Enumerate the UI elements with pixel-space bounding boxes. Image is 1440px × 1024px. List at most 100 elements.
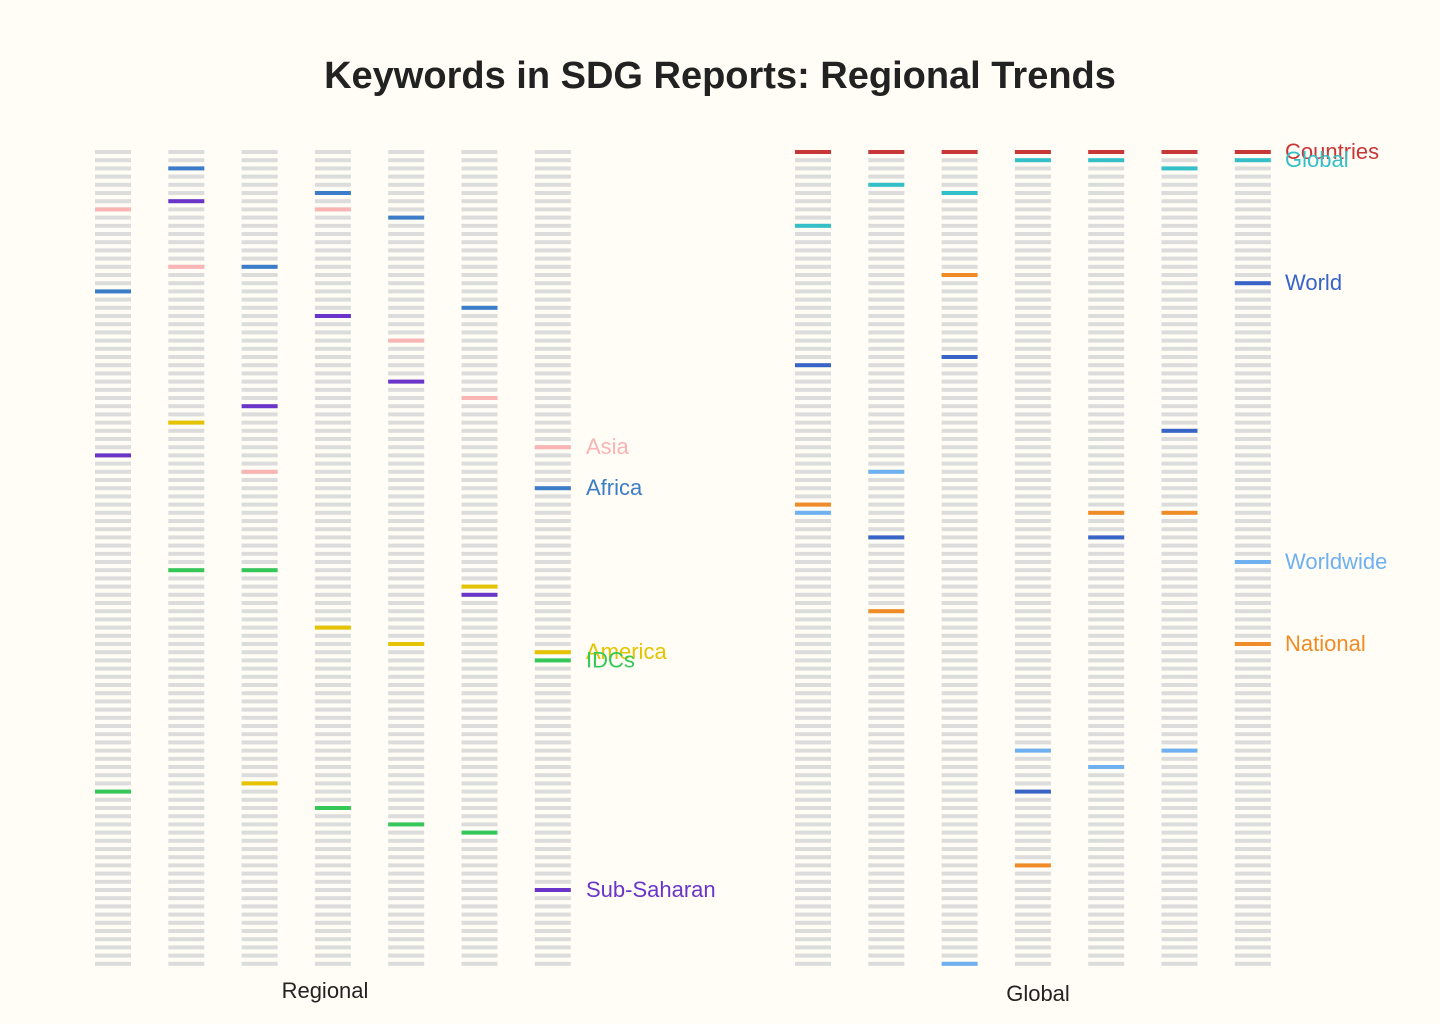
row-stripe bbox=[868, 781, 905, 786]
row-stripe bbox=[941, 428, 978, 433]
row-stripe bbox=[795, 904, 831, 909]
row-stripe bbox=[461, 191, 498, 195]
row-stripe bbox=[388, 806, 425, 810]
row-stripe bbox=[95, 330, 131, 335]
row-stripe bbox=[1161, 494, 1198, 499]
row-stripe bbox=[168, 830, 205, 835]
row-stripe bbox=[1014, 486, 1051, 491]
row-stripe bbox=[1234, 199, 1271, 204]
row-stripe bbox=[314, 748, 351, 753]
row-stripe bbox=[868, 945, 905, 950]
row-stripe bbox=[388, 888, 425, 892]
row-stripe bbox=[1161, 445, 1198, 450]
row-stripe bbox=[868, 674, 905, 679]
row-stripe bbox=[1234, 896, 1271, 901]
row-stripe bbox=[1088, 281, 1125, 286]
row-stripe bbox=[941, 904, 978, 909]
row-stripe bbox=[941, 182, 978, 187]
row-stripe bbox=[461, 674, 498, 679]
row-stripe bbox=[795, 305, 831, 310]
row-stripe bbox=[1161, 601, 1198, 605]
row-stripe bbox=[1161, 773, 1198, 778]
row-stripe bbox=[868, 396, 905, 400]
row-stripe bbox=[168, 953, 205, 958]
row-stripe bbox=[868, 199, 905, 204]
row-stripe bbox=[314, 855, 351, 860]
row-stripe bbox=[95, 642, 131, 646]
row-stripe bbox=[95, 568, 131, 573]
row-stripe bbox=[95, 232, 131, 236]
row-stripe bbox=[314, 166, 351, 171]
row-stripe bbox=[1234, 223, 1271, 228]
row-stripe bbox=[534, 633, 571, 638]
row-stripe bbox=[1014, 469, 1051, 474]
row-stripe bbox=[314, 953, 351, 958]
row-stripe bbox=[388, 281, 425, 286]
row-stripe bbox=[795, 437, 831, 441]
row-stripe bbox=[388, 871, 425, 876]
row-stripe bbox=[95, 822, 131, 827]
row-stripe bbox=[241, 814, 278, 819]
row-stripe bbox=[868, 551, 905, 556]
row-stripe bbox=[241, 248, 278, 253]
row-stripe bbox=[461, 363, 498, 368]
africa-mark bbox=[241, 264, 278, 269]
row-stripe bbox=[168, 920, 205, 925]
row-stripe bbox=[1234, 568, 1271, 573]
row-stripe bbox=[314, 699, 351, 704]
row-stripe bbox=[1234, 601, 1271, 605]
row-stripe bbox=[388, 830, 425, 835]
row-stripe bbox=[1234, 961, 1271, 966]
row-stripe bbox=[868, 650, 905, 655]
row-stripe bbox=[388, 568, 425, 573]
row-stripe bbox=[314, 847, 351, 851]
row-stripe bbox=[461, 879, 498, 884]
row-stripe bbox=[388, 437, 425, 441]
row-stripe bbox=[534, 560, 571, 564]
row-stripe bbox=[868, 494, 905, 499]
row-stripe bbox=[795, 888, 831, 892]
row-stripe bbox=[168, 314, 205, 318]
global-mark bbox=[1234, 158, 1271, 163]
row-stripe bbox=[388, 683, 425, 687]
row-stripe bbox=[795, 765, 831, 769]
idcs-mark bbox=[241, 568, 278, 573]
row-stripe bbox=[1014, 707, 1051, 712]
row-stripe bbox=[795, 740, 831, 745]
row-stripe bbox=[388, 314, 425, 318]
row-stripe bbox=[1088, 658, 1125, 663]
row-stripe bbox=[534, 215, 571, 220]
row-stripe bbox=[795, 691, 831, 696]
row-stripe bbox=[1234, 256, 1271, 261]
countries-label: Countries bbox=[1285, 139, 1379, 164]
row-stripe bbox=[1088, 789, 1125, 794]
row-stripe bbox=[1234, 838, 1271, 843]
row-stripe bbox=[795, 551, 831, 556]
row-stripe bbox=[95, 535, 131, 540]
row-stripe bbox=[1088, 904, 1125, 909]
row-stripe bbox=[241, 945, 278, 950]
row-stripe bbox=[241, 576, 278, 581]
row-stripe bbox=[388, 789, 425, 794]
row-stripe bbox=[795, 814, 831, 819]
row-stripe bbox=[1088, 469, 1125, 474]
row-stripe bbox=[461, 355, 498, 359]
row-stripe bbox=[941, 232, 978, 236]
row-stripe bbox=[168, 256, 205, 261]
row-stripe bbox=[795, 666, 831, 671]
row-stripe bbox=[868, 929, 905, 933]
row-stripe bbox=[795, 830, 831, 835]
row-stripe bbox=[461, 929, 498, 933]
row-stripe bbox=[388, 551, 425, 556]
row-stripe bbox=[241, 420, 278, 425]
row-stripe bbox=[795, 609, 831, 614]
row-stripe bbox=[95, 297, 131, 302]
row-stripe bbox=[868, 330, 905, 335]
row-stripe bbox=[314, 724, 351, 728]
row-stripe bbox=[168, 363, 205, 368]
national-label: National bbox=[1285, 631, 1366, 656]
row-stripe bbox=[241, 830, 278, 835]
row-stripe bbox=[168, 625, 205, 630]
row-stripe bbox=[1234, 322, 1271, 327]
row-stripe bbox=[1014, 756, 1051, 761]
